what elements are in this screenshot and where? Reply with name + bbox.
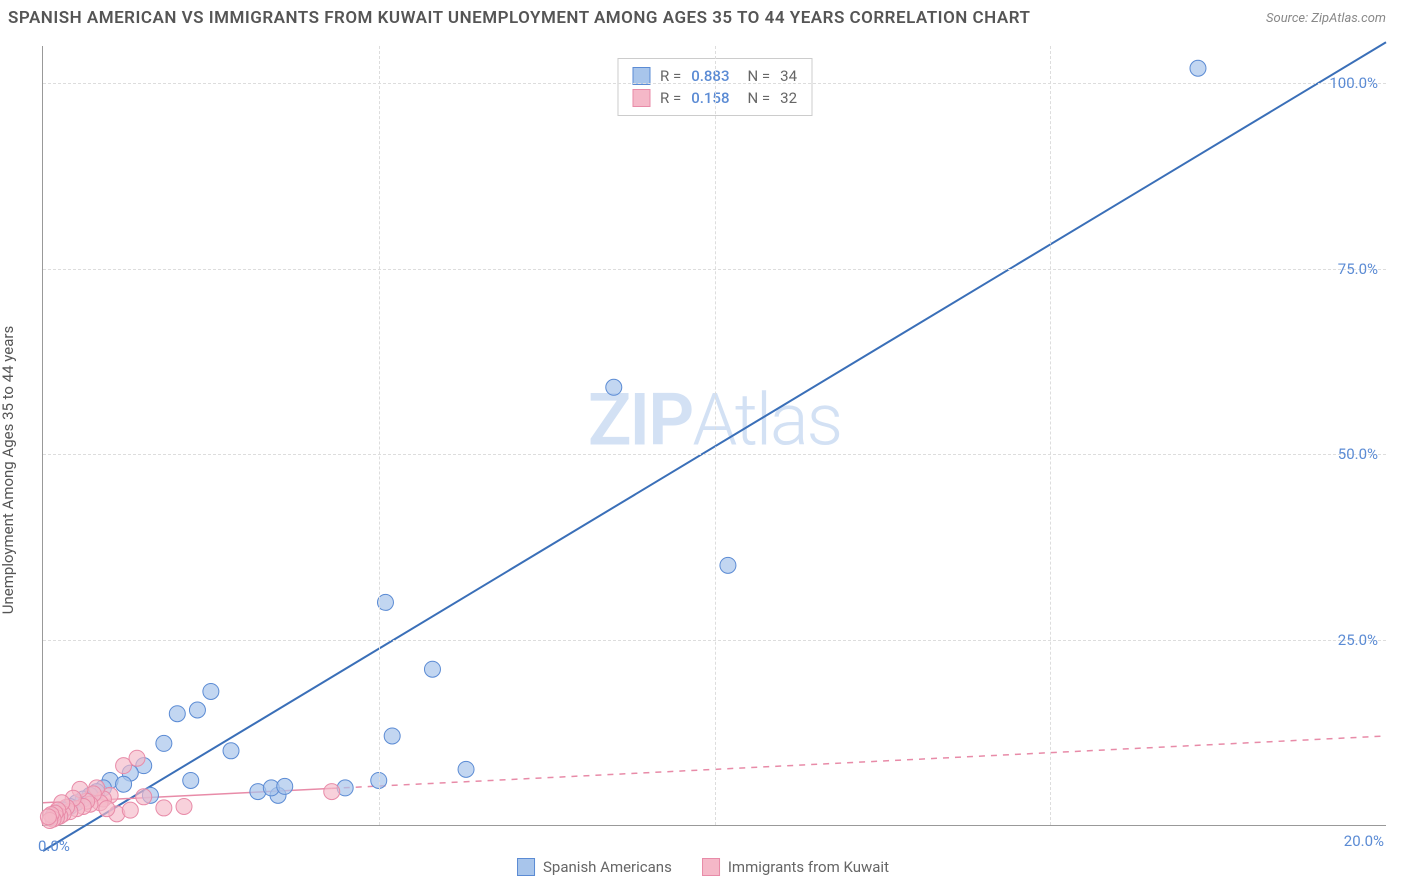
header: SPANISH AMERICAN VS IMMIGRANTS FROM KUWA… [0, 0, 1406, 36]
legend-item-1: Spanish Americans [517, 858, 672, 876]
y-tick-label: 50.0% [1338, 445, 1378, 463]
gridline-v [1050, 46, 1051, 825]
chart-title: SPANISH AMERICAN VS IMMIGRANTS FROM KUWA… [8, 8, 1030, 28]
y-tick-label: 100.0% [1329, 74, 1378, 92]
swatch-pink-icon [632, 89, 650, 107]
gridline-v [715, 46, 716, 825]
y-axis-label: Unemployment Among Ages 35 to 44 years [0, 326, 17, 614]
stat-n-label-2: N = [747, 89, 770, 107]
stat-r-label-2: R = [660, 89, 681, 107]
plot-area: ZIPAtlas R = 0.883 N = 34 R = 0.158 N = … [42, 46, 1386, 826]
stat-n-value-2: 32 [780, 89, 797, 107]
legend-label-2: Immigrants from Kuwait [728, 858, 889, 876]
legend-item-2: Immigrants from Kuwait [702, 858, 889, 876]
stat-r-value-2: 0.158 [691, 89, 729, 107]
x-tick-label-right: 20.0% [1344, 832, 1384, 850]
legend-swatch-pink-icon [702, 858, 720, 876]
origin-label: 0.0% [38, 837, 70, 855]
gridline-v [379, 46, 380, 825]
chart-container: Unemployment Among Ages 35 to 44 years Z… [0, 36, 1406, 886]
legend-label-1: Spanish Americans [543, 858, 672, 876]
y-tick-label: 25.0% [1338, 631, 1378, 649]
legend-swatch-blue-icon [517, 858, 535, 876]
legend-bottom: Spanish Americans Immigrants from Kuwait [517, 858, 889, 876]
y-tick-label: 75.0% [1338, 260, 1378, 278]
source-attribution: Source: ZipAtlas.com [1266, 11, 1386, 26]
